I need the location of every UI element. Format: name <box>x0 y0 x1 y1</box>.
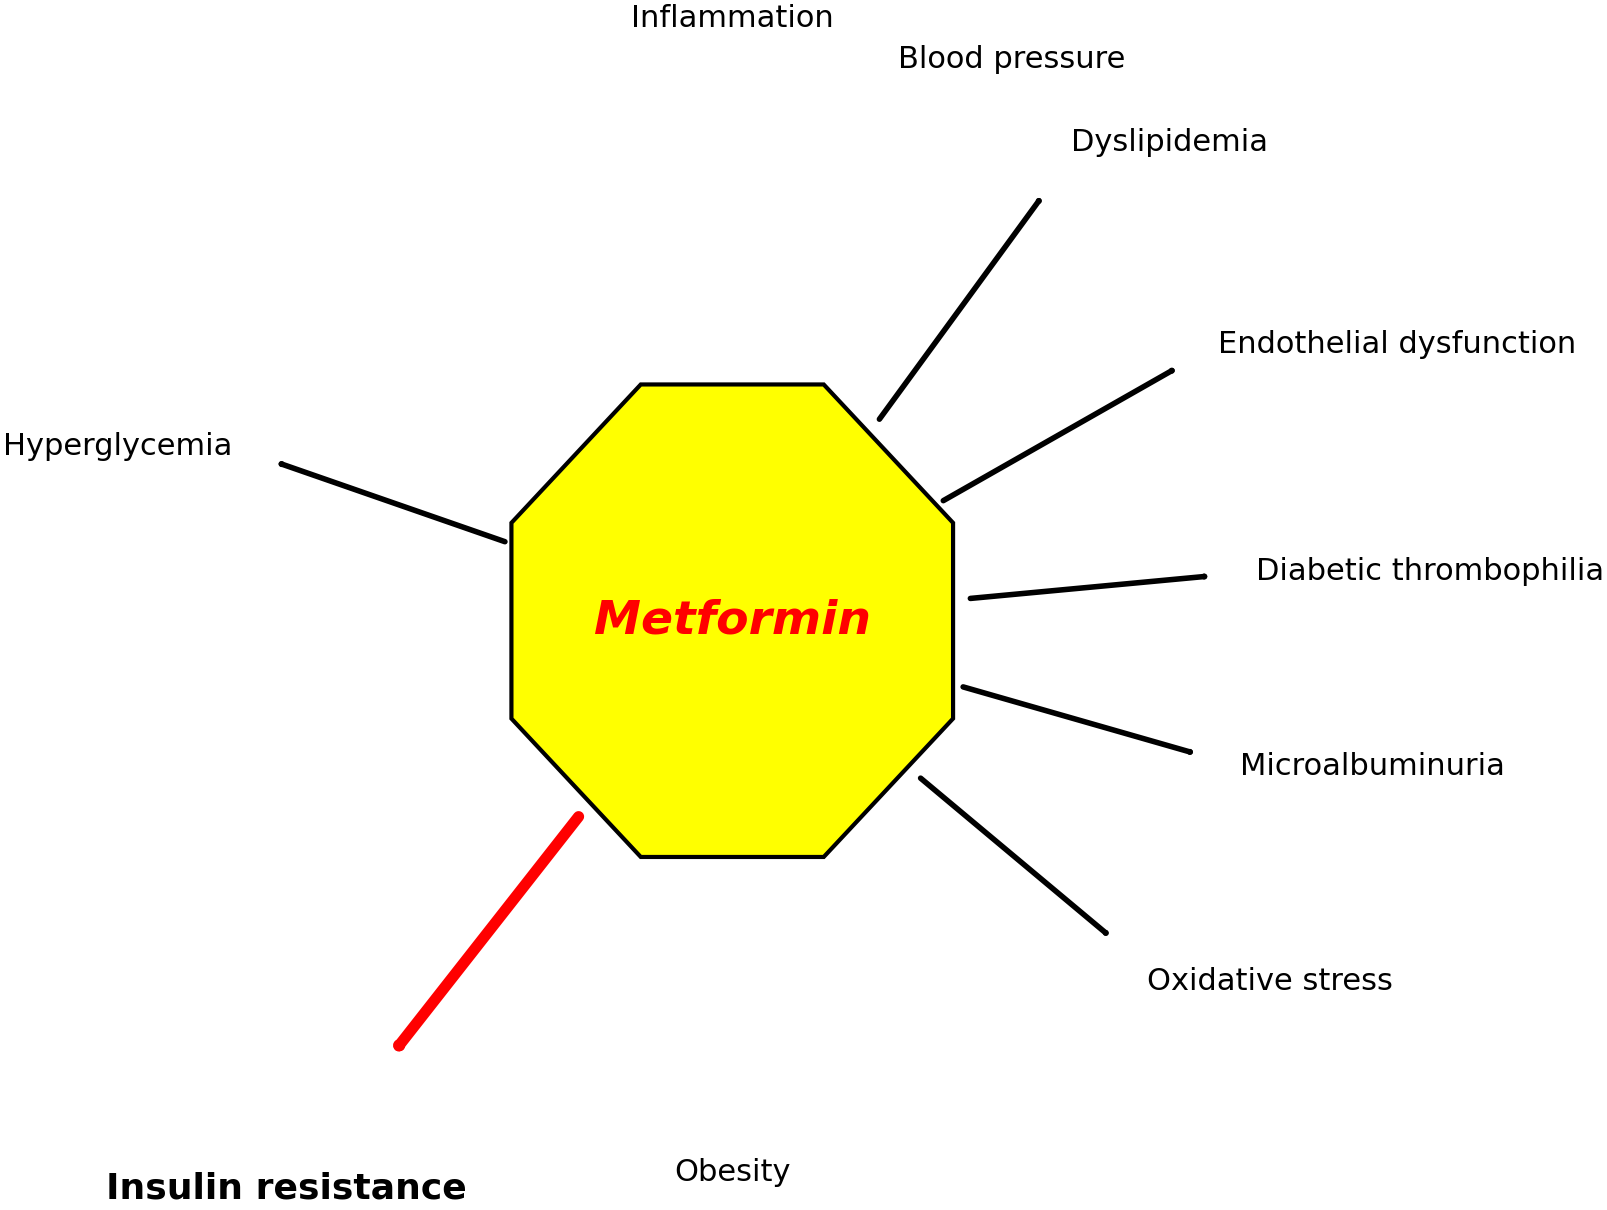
Text: Blood pressure: Blood pressure <box>898 45 1125 74</box>
Text: Hyperglycemia: Hyperglycemia <box>3 432 231 461</box>
Text: Oxidative stress: Oxidative stress <box>1146 967 1392 996</box>
Text: Metformin: Metformin <box>593 598 871 644</box>
Text: Endothelial dysfunction: Endothelial dysfunction <box>1216 330 1575 359</box>
Text: Dyslipidemia: Dyslipidemia <box>1070 128 1266 157</box>
Text: Obesity: Obesity <box>673 1158 791 1187</box>
FancyBboxPatch shape <box>90 1129 484 1210</box>
Text: Diabetic thrombophilia: Diabetic thrombophilia <box>1255 557 1604 586</box>
Text: Inflammation: Inflammation <box>630 4 832 33</box>
Text: Microalbuminuria: Microalbuminuria <box>1239 751 1504 780</box>
Polygon shape <box>511 385 953 857</box>
Text: Insulin resistance: Insulin resistance <box>106 1171 466 1206</box>
